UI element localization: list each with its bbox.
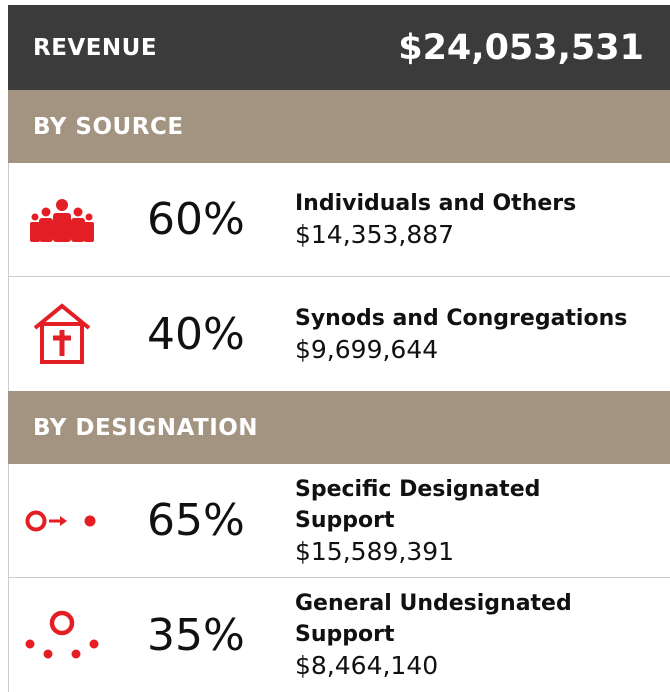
label: Individuals and Others [295, 191, 577, 216]
infographic: REVENUE $24,053,531 BY SOURCE 60% Indivi… [8, 5, 670, 692]
row: 65% Specific Designated Support $15,589,… [8, 464, 670, 578]
percent: 60% [147, 194, 245, 245]
percent: 35% [147, 609, 245, 661]
icon [7, 198, 117, 242]
icon [7, 509, 117, 533]
label: Specific Designated Support [295, 476, 541, 533]
row: 40% Synods and Congregations $9,699,644 [8, 277, 670, 391]
percent: 65% [147, 495, 245, 546]
directed-icon [25, 510, 96, 531]
amount: $14,353,887 [295, 220, 455, 249]
icon [7, 610, 117, 660]
amount: $15,589,391 [295, 536, 455, 566]
header-total: $24,053,531 [398, 27, 644, 68]
row: 60% Individuals and Others $14,353,887 [8, 163, 670, 277]
percent: 40% [147, 308, 245, 360]
section-title: BY DESIGNATION [8, 391, 670, 464]
section-title: BY SOURCE [8, 90, 670, 163]
people-icon [30, 198, 94, 242]
amount: $9,699,644 [295, 334, 439, 364]
icon [7, 302, 117, 366]
general-icon [25, 610, 99, 659]
label: General Undesignated Support [295, 591, 572, 647]
header-title: REVENUE [33, 34, 158, 61]
amount: $8,464,140 [295, 651, 439, 680]
church-icon [33, 303, 91, 364]
row: 35% General Undesignated Support $8,464,… [8, 578, 670, 692]
label: Synods and Congregations [295, 305, 628, 331]
header: REVENUE $24,053,531 [8, 5, 670, 90]
